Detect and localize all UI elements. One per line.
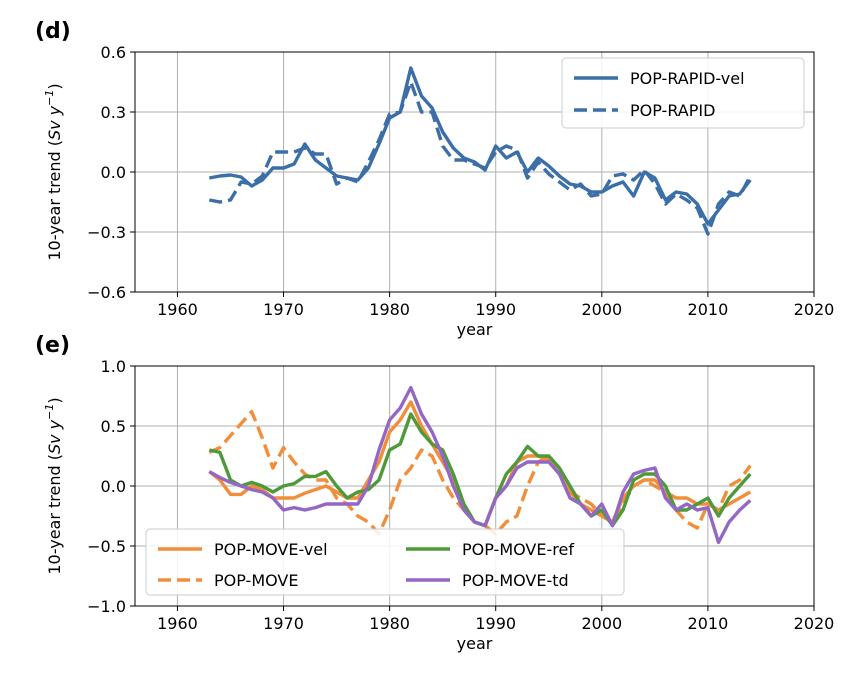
y-axis-label: 10-year trend (Sv y−1) [43, 83, 64, 260]
legend: POP-MOVE-vel POP-MOVE POP-MOVE-ref POP-MOVE… [145, 528, 625, 596]
x-axis-label: year [457, 634, 493, 653]
x-axis-label: year [457, 320, 493, 339]
legend-label: POP-MOVE [214, 571, 298, 590]
legend-label: POP-RAPID-vel [630, 69, 745, 88]
legend-label: POP-MOVE-ref [462, 540, 574, 559]
x-tick-label: 1980 [369, 300, 410, 319]
x-tick-label: 2020 [794, 300, 835, 319]
x-tick-label: 2010 [688, 614, 729, 633]
legend-label: POP-MOVE-td [462, 571, 569, 590]
x-tick-label: 2010 [688, 300, 729, 319]
series-line [208, 409, 752, 536]
panel-label: (e) [35, 333, 70, 358]
panel-label: (d) [35, 19, 71, 44]
y-tick-label: 0.5 [101, 417, 126, 436]
x-tick-label: 2020 [794, 614, 835, 633]
series-line [208, 80, 752, 236]
x-tick-label: 1970 [263, 300, 304, 319]
legend-label: POP-RAPID [630, 101, 715, 120]
y-tick-label: 0.0 [101, 477, 126, 496]
chart-panel: 1960 1970 1980 1990 2000 2010 2020 −0.6 −0.3 0.0 0… [35, 19, 834, 339]
x-tick-label: 2000 [581, 300, 622, 319]
y-tick-label: 1.0 [101, 357, 126, 376]
legend-label: POP-MOVE-vel [214, 540, 328, 559]
x-tick-label: 1990 [475, 614, 516, 633]
y-tick-label: −0.5 [87, 537, 126, 556]
x-tick-label: 1970 [263, 614, 304, 633]
x-tick-label: 1960 [157, 300, 198, 319]
y-tick-label: −1.0 [87, 597, 126, 616]
series-line [208, 385, 752, 545]
legend: POP-RAPID-vel POP-RAPID [561, 57, 805, 129]
legend-box [561, 57, 805, 129]
y-tick-label: −0.6 [87, 283, 126, 302]
y-tick-label: 0.0 [101, 163, 126, 182]
y-tick-label: 0.3 [101, 103, 126, 122]
y-tick-label: 0.6 [101, 43, 126, 62]
chart-panel: 1960 1970 1980 1990 2000 2010 2020 −1.0 −0.5 0.0 0… [35, 333, 834, 653]
x-tick-label: 1990 [475, 300, 516, 319]
legend-box [145, 528, 625, 596]
x-tick-label: 1960 [157, 614, 198, 633]
x-tick-label: 1980 [369, 614, 410, 633]
y-tick-label: −0.3 [87, 223, 126, 242]
x-tick-label: 2000 [581, 614, 622, 633]
y-axis-label: 10-year trend (Sv y−1) [43, 397, 64, 574]
